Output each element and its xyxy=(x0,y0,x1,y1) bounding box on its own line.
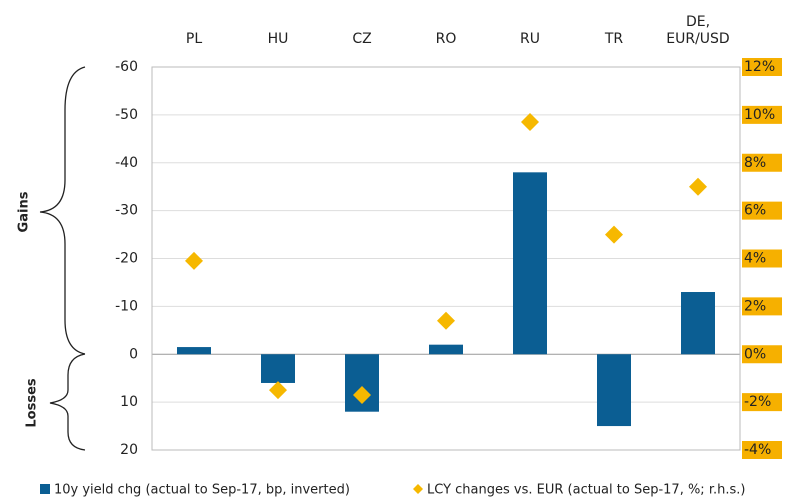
legend-swatch xyxy=(40,484,50,494)
y-tick-label: 0 xyxy=(129,346,138,362)
legend-swatch xyxy=(413,484,423,494)
diamond-marker xyxy=(437,311,455,330)
diamond-marker xyxy=(185,251,203,270)
gains-brace xyxy=(39,66,86,355)
annotation: Losses xyxy=(25,378,40,428)
y2-tick-bg xyxy=(742,58,782,76)
y2-tick-bg xyxy=(742,393,782,412)
y-tick-label: -30 xyxy=(115,203,138,219)
diamond-marker xyxy=(605,225,623,244)
y2-tick-label: 2% xyxy=(744,298,766,314)
y2-tick-bg xyxy=(742,297,782,316)
y-tick-label: -20 xyxy=(115,251,138,267)
y-tick-label: -40 xyxy=(115,155,138,171)
plot-frame xyxy=(151,66,741,451)
diamond-marker xyxy=(353,385,371,404)
y2-tick-bg xyxy=(742,441,782,459)
x-tick-label: DE, EUR/USD xyxy=(666,14,730,47)
y2-tick-label: 0% xyxy=(744,346,766,362)
y-tick-label: 10 xyxy=(120,394,138,410)
y2-tick-label: 4% xyxy=(744,251,766,267)
y2-tick-bg xyxy=(742,201,782,220)
y2-tick-label: -4% xyxy=(744,442,771,458)
x-tick-label: PL xyxy=(185,31,203,47)
bar xyxy=(597,354,631,427)
legend-label: 10y yield chg (actual to Sep-17, bp, inv… xyxy=(54,483,350,498)
y-tick-label: -10 xyxy=(115,298,138,314)
y2-tick-label: 12% xyxy=(744,59,775,75)
y2-tick-label: 6% xyxy=(744,203,766,219)
bar xyxy=(681,292,715,355)
y-tick-label: 20 xyxy=(120,442,138,458)
y2-tick-label: -2% xyxy=(744,394,771,410)
diamond-marker xyxy=(269,381,287,400)
y2-tick-bg xyxy=(742,249,782,268)
grid xyxy=(152,66,740,451)
x-tick-label: RU xyxy=(520,31,540,47)
y2-tick-bg xyxy=(742,345,782,364)
y2-tick-bg xyxy=(742,153,782,172)
bar xyxy=(177,347,211,355)
diamond-marker xyxy=(689,177,707,196)
bar xyxy=(261,354,295,383)
bar xyxy=(513,172,547,355)
y-tick-label: -50 xyxy=(115,107,138,123)
y-tick-label: -60 xyxy=(115,59,138,75)
bar xyxy=(429,344,463,355)
x-tick-label: TR xyxy=(604,31,624,47)
diamond-marker xyxy=(521,113,539,132)
x-tick-label: RO xyxy=(435,31,457,47)
annotation: Gains xyxy=(17,191,32,232)
x-tick-label: HU xyxy=(267,31,289,47)
legend-label: LCY changes vs. EUR (actual to Sep-17, %… xyxy=(427,483,745,498)
y2-tick-bg xyxy=(742,105,782,124)
y2-tick-label: 8% xyxy=(744,155,766,171)
y2-tick-label: 10% xyxy=(744,107,775,123)
x-tick-label: CZ xyxy=(352,31,372,47)
losses-brace xyxy=(49,353,86,451)
